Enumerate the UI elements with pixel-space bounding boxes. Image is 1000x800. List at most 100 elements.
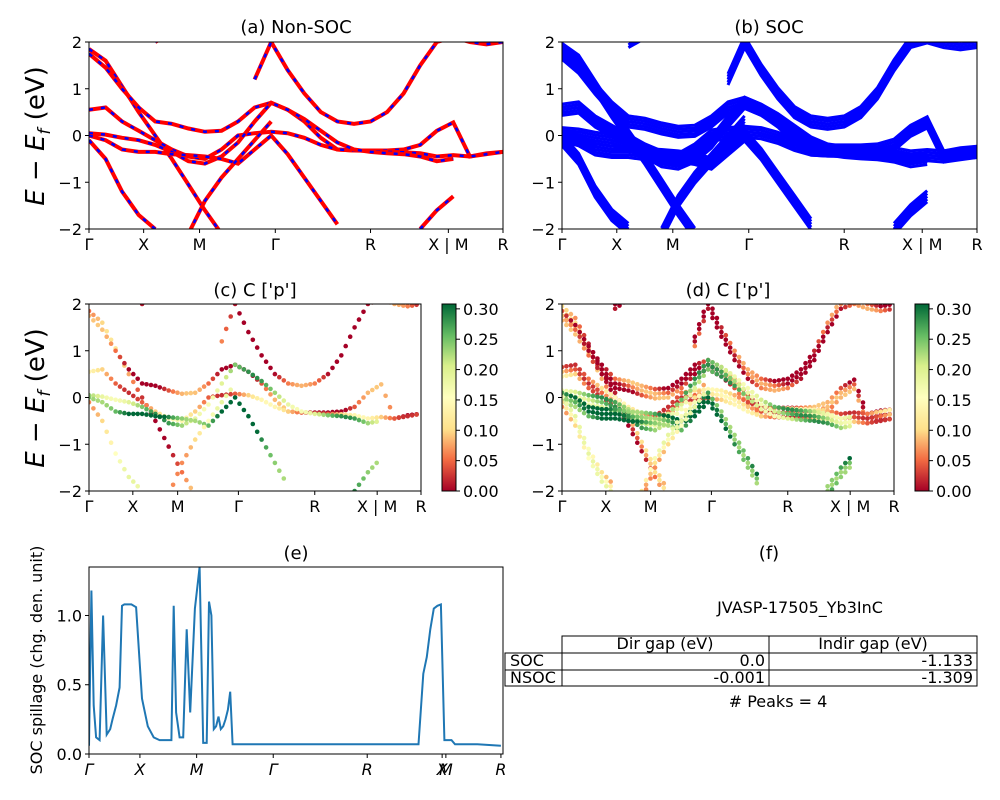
projected-point: [648, 456, 653, 462]
projected-point: [378, 414, 384, 420]
x-tick-label: M: [190, 760, 204, 779]
projected-point: [847, 380, 852, 385]
projected-point: [617, 299, 622, 304]
projected-point: [139, 304, 145, 307]
projected-point: [683, 407, 689, 413]
projected-point: [772, 383, 777, 389]
projected-point: [882, 408, 888, 414]
panel-e: (e) SOC spillage (chg. den. unit) 1.0 0.5…: [27, 543, 506, 779]
projected-point: [219, 399, 225, 405]
projected-point: [192, 390, 198, 396]
projected-point: [581, 445, 587, 450]
ylabel-e2: E: [21, 134, 51, 151]
projected-point: [246, 392, 251, 398]
projected-point: [206, 418, 211, 424]
projected-point: [117, 410, 123, 415]
projected-point: [803, 408, 808, 414]
projected-point: [727, 350, 733, 355]
projected-point: [803, 370, 808, 375]
projected-point: [661, 407, 667, 413]
projected-point: [670, 411, 675, 417]
projected-point: [374, 415, 380, 420]
projected-point: [604, 384, 609, 389]
projected-point: [626, 423, 631, 428]
projected-point: [131, 411, 136, 417]
projected-point: [781, 382, 786, 387]
projected-point: [714, 407, 720, 413]
projected-point: [608, 488, 613, 491]
projected-point: [834, 414, 839, 420]
projected-point: [736, 395, 742, 400]
projected-point: [732, 383, 737, 389]
projected-point: [754, 403, 760, 408]
projected-point: [604, 367, 609, 372]
x-tick-label: X: [600, 497, 611, 516]
projected-point: [277, 394, 282, 400]
column-header: Indir gap (eV): [818, 634, 928, 653]
projected-point: [113, 397, 118, 403]
projected-point: [590, 459, 596, 464]
x-tick-label: X: [138, 235, 149, 254]
projected-point: [91, 318, 96, 323]
projected-point: [763, 404, 768, 410]
projected-point: [741, 406, 746, 412]
projected-point: [834, 424, 839, 429]
projected-point: [630, 389, 636, 395]
projected-point: [683, 417, 689, 422]
projected-point: [568, 407, 574, 413]
projected-point: [754, 373, 760, 379]
projected-point: [564, 392, 569, 397]
ylabel-text: E − Ef (eV): [21, 66, 55, 206]
x-tick-label: M: [193, 235, 207, 254]
x-tick-label: M: [171, 497, 185, 516]
projected-point: [852, 292, 857, 297]
projected-point: [352, 325, 357, 330]
projected-point: [878, 299, 883, 304]
projected-point: [361, 415, 366, 420]
projected-point: [670, 426, 675, 432]
projected-point: [785, 385, 791, 391]
projected-point: [586, 343, 591, 349]
band-line-soc-dashed: [89, 120, 273, 229]
y-tick-label: 0: [545, 127, 555, 146]
projected-point: [865, 304, 870, 307]
projected-point: [139, 404, 145, 410]
projected-point: [577, 424, 582, 430]
projected-point: [741, 382, 746, 387]
projected-point: [246, 413, 251, 419]
projected-point: [639, 488, 644, 491]
projected-point: [736, 404, 742, 410]
projected-point: [595, 471, 600, 477]
projected-point: [865, 306, 870, 312]
y-tick-label: −2: [531, 220, 555, 239]
projected-point: [89, 395, 92, 400]
projected-point: [562, 304, 565, 309]
projected-point: [803, 418, 808, 423]
projected-point: [670, 431, 675, 436]
projected-point: [259, 378, 264, 384]
projected-point: [874, 307, 879, 313]
projected-point: [635, 419, 640, 424]
projected-point: [679, 413, 684, 419]
projected-point: [365, 390, 371, 396]
projected-point: [745, 367, 751, 372]
x-tick-label: R: [365, 235, 376, 254]
spillage-line: [89, 567, 501, 747]
projected-point: [736, 354, 742, 360]
projected-point: [661, 480, 667, 486]
projected-point: [789, 378, 795, 383]
projected-point: [573, 399, 578, 405]
projected-point: [622, 291, 627, 296]
projected-point: [223, 404, 229, 410]
projected-point: [692, 404, 698, 410]
x-tick-label: M: [666, 235, 680, 254]
projected-point: [228, 368, 233, 374]
projected-point: [829, 322, 835, 327]
projected-point: [131, 401, 136, 407]
projected-point: [785, 381, 791, 386]
projected-point: [577, 329, 582, 335]
projected-point: [378, 382, 384, 387]
projected-point: [701, 404, 706, 410]
projected-point: [277, 406, 282, 411]
band-line-soc-dashed: [89, 133, 455, 229]
